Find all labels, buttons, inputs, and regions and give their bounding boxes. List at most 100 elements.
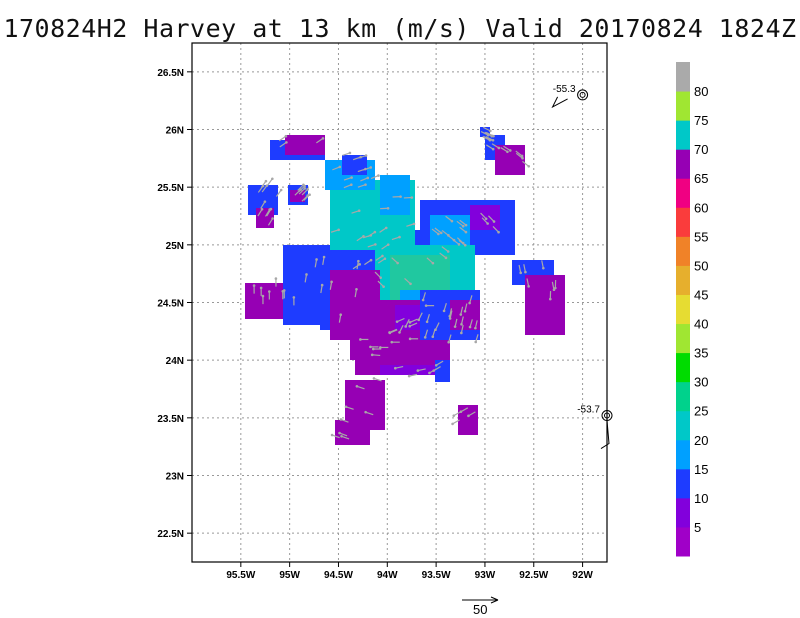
- wind-vector-head: [350, 176, 353, 179]
- colorbar-label: 35: [694, 346, 708, 361]
- wind-vector: [373, 377, 382, 382]
- longitude-axis: 95.5W 95W 94.5W 94W 93.5W 93W 92.5W 92W: [226, 562, 593, 581]
- colorbar-label: 70: [694, 142, 708, 157]
- wind-vector: [460, 325, 464, 334]
- wind-vector-head: [467, 414, 470, 418]
- wind-vector-head: [370, 353, 374, 357]
- wind-vector-head: [434, 363, 438, 367]
- wind-vector: [257, 185, 264, 193]
- wind-vector: [341, 435, 350, 440]
- colorbar-label: 30: [694, 375, 708, 390]
- wind-vector-head: [396, 261, 399, 265]
- wind-vector-head: [269, 207, 273, 211]
- wind-vector: [541, 260, 544, 269]
- wind-vector: [483, 135, 491, 141]
- wind-speed-cell: [342, 155, 367, 175]
- colorbar-label: 65: [694, 171, 708, 186]
- colorbar-label: 15: [694, 462, 708, 477]
- wind-vector: [278, 135, 287, 142]
- wind-vector: [456, 220, 464, 227]
- wind-vector: [297, 184, 304, 191]
- wind-vector: [469, 295, 473, 304]
- wind-vector: [352, 263, 361, 270]
- wind-vector: [500, 147, 508, 153]
- wind-vector-head: [394, 366, 397, 370]
- wind-vector-head: [274, 277, 278, 280]
- wind-vector-head: [527, 164, 531, 168]
- wind-vector: [482, 126, 491, 132]
- wind-vector: [453, 411, 462, 417]
- wind-vector: [395, 365, 404, 369]
- wind-vector-head: [369, 345, 372, 349]
- wind-vector-head: [381, 254, 384, 258]
- wind-vector: [260, 201, 266, 209]
- colorbar-segment: [676, 149, 690, 179]
- wind-vector-head: [384, 226, 388, 230]
- wind-vector: [491, 143, 500, 149]
- wind-vector: [460, 316, 464, 325]
- y-tick-label: 24.5N: [157, 299, 184, 310]
- wind-vector: [445, 215, 453, 222]
- wind-vector: [367, 231, 376, 238]
- wind-vector: [418, 312, 423, 321]
- wind-vector-head: [452, 414, 456, 417]
- wind-vector: [551, 281, 555, 290]
- wind-speed-cell: [435, 360, 450, 382]
- wind-vector: [439, 252, 447, 259]
- wind-vector: [464, 303, 468, 312]
- wind-vector-head: [260, 207, 264, 211]
- wind-vector: [257, 208, 263, 217]
- y-tick-label: 23.5N: [157, 414, 184, 425]
- x-tick-label: 94W: [377, 570, 398, 581]
- colorbar-label: 10: [694, 491, 708, 506]
- wind-vector: [417, 368, 426, 372]
- colorbar: 5 10 15 20 25 30 35 40 45 50 55 60 65 70 75 80: [676, 62, 708, 557]
- wind-vector: [431, 228, 439, 235]
- y-tick-label: 26.5N: [157, 68, 184, 79]
- wind-vector: [480, 212, 487, 220]
- wind-vector-head: [364, 183, 367, 186]
- wind-vector-head: [271, 217, 274, 220]
- wind-vector-head: [431, 335, 435, 339]
- colorbar-label: 40: [694, 317, 708, 332]
- colorbar-segment: [676, 207, 690, 237]
- wind-vector-head: [437, 232, 440, 236]
- colorbar-segment: [676, 178, 690, 208]
- wind-vector: [488, 215, 495, 222]
- wind-vector: [389, 328, 398, 334]
- wind-vector-head: [303, 187, 307, 190]
- wind-vector: [485, 136, 494, 141]
- colorbar-segment: [676, 91, 690, 121]
- wind-vector-head: [409, 282, 412, 286]
- wind-vector-head: [306, 188, 310, 191]
- colorbar-segment: [676, 439, 690, 470]
- wind-vector: [396, 317, 405, 323]
- wind-vector-head: [508, 149, 512, 152]
- wind-vector-head: [444, 256, 448, 260]
- wind-vector-head: [292, 296, 296, 299]
- wind-vector: [331, 434, 340, 439]
- wind-vector: [449, 308, 453, 317]
- wind-vector-head: [486, 222, 489, 225]
- wind-vector: [452, 238, 460, 245]
- wind-vector: [454, 318, 458, 327]
- wind-vector-head: [446, 250, 450, 253]
- colorbar-segment: [676, 236, 690, 266]
- wind-vector-head: [416, 369, 420, 372]
- wind-vector-head: [264, 179, 268, 183]
- wind-vector: [377, 258, 386, 264]
- station-value: -55.3: [553, 84, 576, 95]
- wind-vector: [424, 329, 429, 338]
- wind-vector-head: [424, 304, 428, 307]
- wind-vector-head: [484, 217, 488, 221]
- wind-vector-head: [432, 369, 435, 372]
- wind-vector: [526, 278, 530, 287]
- wind-vector-head: [474, 340, 478, 344]
- wind-vector-head: [497, 230, 500, 234]
- wind-vector-head: [431, 261, 435, 265]
- wind-vector: [398, 324, 404, 333]
- x-tick-label: 95.5W: [226, 570, 255, 581]
- wind-vector-head: [306, 194, 309, 197]
- wind-vector: [329, 281, 333, 290]
- wind-vector-head: [261, 294, 265, 298]
